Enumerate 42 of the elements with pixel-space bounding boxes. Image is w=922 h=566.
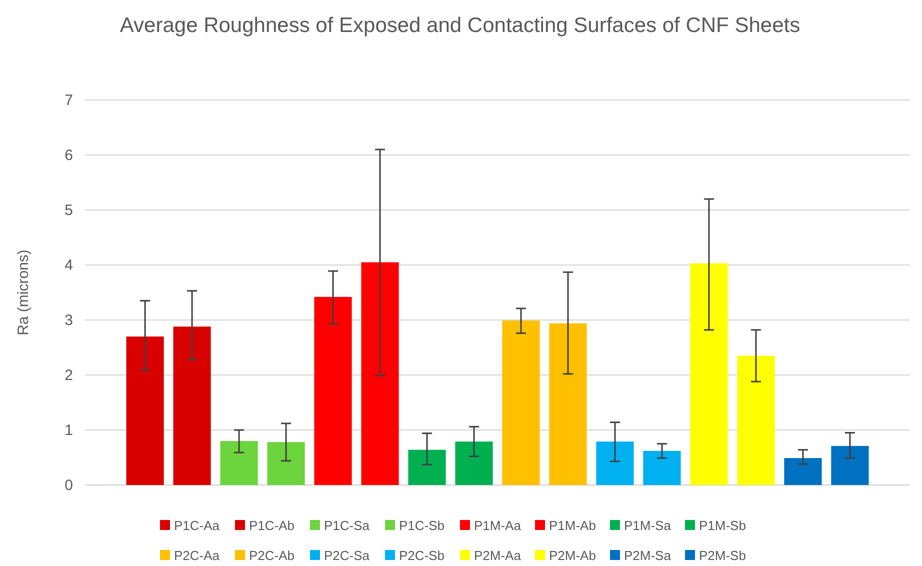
chart-title: Average Roughness of Exposed and Contacting Surfaces of CNF Sheets: [120, 14, 800, 37]
bar: [549, 323, 587, 485]
legend-label: P2C-Sb: [399, 548, 445, 563]
y-tick-label: 0: [64, 476, 73, 494]
y-tick-label: 6: [64, 146, 73, 164]
y-tick-label: 4: [64, 256, 73, 274]
legend-label: P2M-Sa: [624, 548, 672, 563]
legend-label: P2M-Sb: [699, 548, 746, 563]
bar: [643, 450, 681, 485]
bar: [361, 262, 399, 485]
bar: [220, 441, 258, 485]
bar: [173, 326, 211, 485]
legend-label: P1C-Aa: [174, 518, 220, 533]
legend-label: P2C-Sa: [324, 548, 370, 563]
legend-label: P1M-Aa: [474, 518, 522, 533]
legend-label: P1M-Sa: [624, 518, 672, 533]
y-tick-label: 7: [64, 92, 73, 109]
y-tick-label: 5: [64, 202, 73, 219]
legend-label: P2M-Aa: [474, 548, 522, 563]
bar: [596, 442, 634, 485]
y-tick-label: 3: [64, 312, 73, 329]
legend-label: P1M-Sb: [699, 518, 746, 533]
y-tick-label: 1: [64, 422, 73, 439]
y-tick-label: 2: [64, 366, 73, 384]
bar: [314, 296, 352, 485]
bar: [831, 446, 869, 485]
bar: [737, 356, 775, 485]
legend-label: P2C-Ab: [249, 548, 295, 563]
legend-label: P1C-Sb: [399, 518, 445, 533]
bar: [784, 458, 822, 485]
bar: [455, 442, 493, 485]
y-axis-title: Ra (microns): [15, 250, 32, 336]
bar: [502, 320, 540, 485]
legend-label: P1C-Sa: [324, 518, 370, 533]
bar: [690, 263, 728, 485]
legend-label: P1C-Ab: [249, 518, 295, 533]
bar: [408, 450, 446, 485]
legend-label: P1M-Ab: [549, 518, 596, 533]
legend-label: P2C-Aa: [174, 548, 220, 563]
legend-label: P2M-Ab: [549, 548, 596, 563]
bar: [267, 442, 305, 485]
bar: [126, 336, 164, 485]
